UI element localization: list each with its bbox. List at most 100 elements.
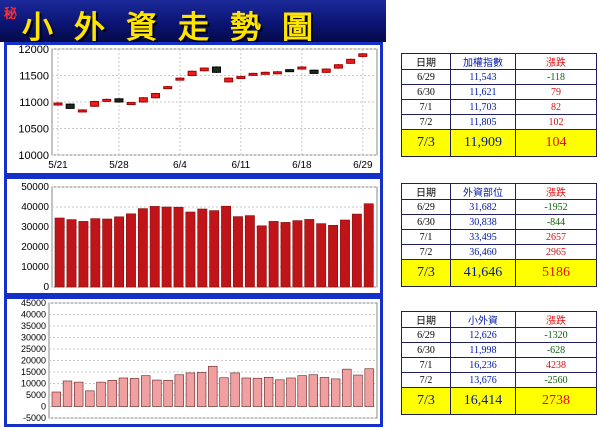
bar (90, 218, 101, 288)
x-tick-label: 6/11 (232, 160, 251, 171)
table-latest-row: 7/3 11,909 104 (401, 129, 597, 157)
bar (263, 376, 274, 407)
y-tick-label: 10000 (18, 150, 49, 162)
bar (221, 205, 232, 288)
cell-value: 36,460 (450, 244, 516, 260)
bar (256, 225, 267, 288)
y-tick-label: 45000 (21, 299, 46, 308)
table-row: 7/1 33,495 2657 (401, 229, 597, 245)
bar (351, 213, 362, 288)
bar (54, 217, 65, 288)
candle (224, 77, 234, 83)
candle (272, 71, 282, 75)
x-tick-label: 6/18 (292, 160, 312, 171)
y-tick-label: 25000 (21, 344, 46, 354)
cell-date: 6/30 (401, 342, 451, 358)
bar (161, 206, 172, 288)
table-header-row: 日期 外資部位 漲跌 (401, 183, 597, 200)
candle (65, 103, 75, 109)
foreign-position-panel: 0 10000 20000 30000 40000 50000 (4, 176, 383, 296)
y-tick-label: 40000 (21, 310, 46, 320)
bar (78, 221, 89, 288)
cell-value: 41,646 (450, 259, 516, 287)
header-change: 漲跌 (515, 311, 597, 328)
table-row: 6/29 31,682 -1952 (401, 199, 597, 215)
x-tick-label: 5/28 (109, 160, 129, 171)
bar (209, 210, 220, 288)
table-row: 7/1 11,703 82 (401, 99, 597, 115)
table-row: 7/2 36,460 2965 (401, 244, 597, 260)
cell-value: 11,703 (450, 99, 516, 115)
bar (230, 372, 240, 407)
bar (137, 208, 148, 288)
cell-change: 2657 (515, 229, 597, 245)
candle (77, 109, 87, 113)
cell-date: 6/29 (401, 69, 451, 85)
small-foreign-panel: -5000 0 5000 10000 15000 20000 25000 30000 35000… (4, 296, 383, 427)
candle (187, 70, 197, 76)
cell-change: -118 (515, 69, 597, 85)
table-row: 6/30 30,838 -844 (401, 214, 597, 230)
bar (297, 375, 307, 407)
bar (331, 378, 341, 407)
header-change: 漲跌 (515, 183, 597, 200)
bar (114, 216, 125, 288)
bar (342, 368, 352, 407)
page-title: 小外資走勢圖 (22, 10, 334, 46)
y-tick-label: 30000 (21, 333, 46, 343)
bar (292, 220, 303, 288)
header-value: 加權指數 (450, 53, 516, 70)
cell-value: 33,495 (450, 229, 516, 245)
header-date: 日期 (401, 311, 451, 328)
cell-date: 7/2 (401, 244, 451, 260)
bar (51, 391, 62, 407)
cell-date: 7/3 (401, 129, 451, 157)
bar (163, 379, 173, 407)
cell-date: 7/3 (401, 387, 451, 415)
bar (208, 365, 218, 407)
y-tick-label: 12000 (18, 45, 49, 56)
cell-value: 11,621 (450, 84, 516, 100)
candle (151, 93, 161, 99)
bar (141, 375, 151, 407)
candle (90, 100, 100, 107)
candle (333, 64, 343, 69)
bar (185, 211, 196, 288)
bar (96, 381, 106, 407)
candle (309, 69, 319, 74)
cell-change: 104 (515, 129, 597, 157)
bar (319, 377, 330, 407)
bar (62, 380, 73, 407)
cell-value: 31,682 (450, 199, 516, 215)
y-tick-label: 40000 (21, 202, 49, 213)
cell-value: 11,909 (450, 129, 516, 157)
bar (304, 219, 315, 288)
candle (346, 58, 356, 64)
cell-date: 6/30 (401, 84, 451, 100)
cell-change: 102 (515, 114, 597, 130)
cell-value: 13,676 (450, 372, 516, 388)
title-banner: 秘 小外資走勢圖 (0, 0, 386, 46)
cell-change: -1320 (515, 327, 597, 343)
cell-change: 5186 (515, 259, 597, 287)
candle (175, 77, 185, 81)
y-tick-label: 0 (43, 282, 49, 293)
x-tick-label: 6/29 (353, 160, 373, 171)
cell-date: 6/29 (401, 327, 451, 343)
cell-change: 2738 (515, 387, 597, 415)
candle (236, 76, 246, 80)
cell-change: -2560 (515, 372, 597, 388)
candle (126, 102, 136, 106)
cell-change: 79 (515, 84, 597, 100)
header-date: 日期 (401, 183, 451, 200)
y-tick-label: 10500 (18, 124, 49, 136)
bar (74, 381, 84, 407)
table-row: 6/29 11,543 -118 (401, 69, 597, 85)
y-tick-label: 15000 (21, 367, 46, 377)
cell-value: 16,414 (450, 387, 516, 415)
bar (233, 216, 243, 288)
y-tick-label: 0 (41, 402, 46, 412)
cell-change: -628 (515, 342, 597, 358)
y-tick-label: 20000 (21, 242, 49, 253)
